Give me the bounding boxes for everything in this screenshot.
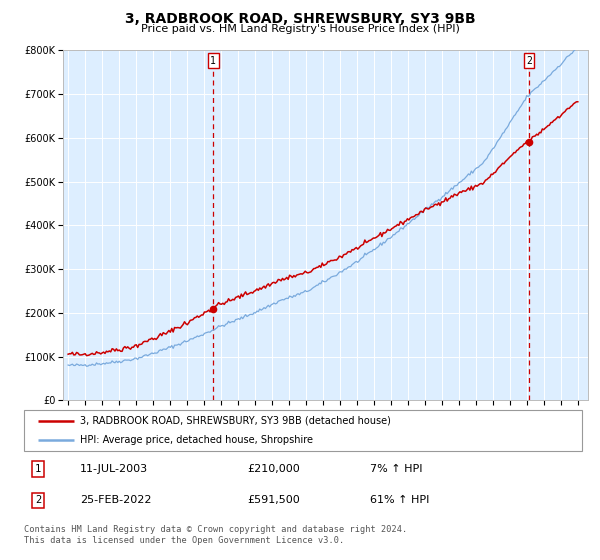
Text: 7% ↑ HPI: 7% ↑ HPI — [370, 464, 422, 474]
Text: 1: 1 — [35, 464, 41, 474]
Text: 3, RADBROOK ROAD, SHREWSBURY, SY3 9BB (detached house): 3, RADBROOK ROAD, SHREWSBURY, SY3 9BB (d… — [80, 416, 391, 426]
Text: 3, RADBROOK ROAD, SHREWSBURY, SY3 9BB: 3, RADBROOK ROAD, SHREWSBURY, SY3 9BB — [125, 12, 475, 26]
Text: HPI: Average price, detached house, Shropshire: HPI: Average price, detached house, Shro… — [80, 435, 313, 445]
Text: 1: 1 — [210, 55, 216, 66]
Text: Price paid vs. HM Land Registry's House Price Index (HPI): Price paid vs. HM Land Registry's House … — [140, 24, 460, 34]
Text: 11-JUL-2003: 11-JUL-2003 — [80, 464, 148, 474]
Text: 61% ↑ HPI: 61% ↑ HPI — [370, 496, 430, 506]
Text: 25-FEB-2022: 25-FEB-2022 — [80, 496, 151, 506]
Text: 2: 2 — [35, 496, 41, 506]
Text: Contains HM Land Registry data © Crown copyright and database right 2024.
This d: Contains HM Land Registry data © Crown c… — [24, 525, 407, 545]
Text: 2: 2 — [526, 55, 532, 66]
Text: £591,500: £591,500 — [247, 496, 300, 506]
FancyBboxPatch shape — [24, 410, 582, 451]
Text: £210,000: £210,000 — [247, 464, 300, 474]
